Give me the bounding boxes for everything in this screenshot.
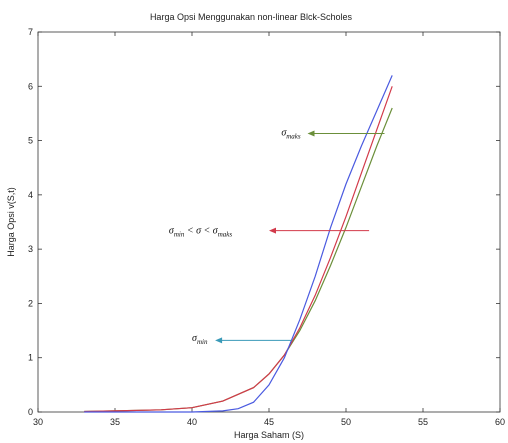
y-tick-label: 2 — [28, 298, 33, 308]
y-axis-label: Harga Opsi v(S,t) — [6, 187, 16, 257]
y-tick-label: 1 — [28, 353, 33, 363]
annotation-sigma-max: σmaks — [281, 127, 385, 140]
y-tick-label: 4 — [28, 190, 33, 200]
annotation-arrow-head — [269, 227, 276, 234]
annotation-label: σmaks — [281, 127, 301, 140]
x-tick-label: 40 — [187, 417, 197, 427]
x-tick-label: 50 — [341, 417, 351, 427]
x-tick-label: 60 — [495, 417, 505, 427]
annotation-sigma-min: σmin — [192, 333, 293, 346]
series-line-2 — [84, 86, 393, 413]
annotation-label: σmin — [192, 333, 208, 346]
series-layer — [84, 75, 393, 413]
x-tick-label: 45 — [264, 417, 274, 427]
annotation-label: σmin < σ < σmaks — [169, 226, 232, 239]
annotation-arrow-head — [215, 337, 223, 344]
y-axis: 0 1 2 3 4 5 6 7 — [28, 27, 500, 417]
y-tick-label: 6 — [28, 81, 33, 91]
annotation-arrow-head — [307, 130, 315, 137]
x-axis: 30 35 40 45 50 55 60 — [33, 32, 505, 427]
x-axis-label: Harga Saham (S) — [234, 430, 304, 440]
y-tick-label: 5 — [28, 136, 33, 146]
y-tick-label: 3 — [28, 244, 33, 254]
annotations: σmaks σmin < σ < σmaks σmin — [169, 127, 385, 346]
x-tick-label: 35 — [110, 417, 120, 427]
x-tick-label: 55 — [418, 417, 428, 427]
x-tick-label: 30 — [33, 417, 43, 427]
annotation-sigma-between: σmin < σ < σmaks — [169, 226, 370, 239]
plot-area — [37, 31, 501, 413]
y-tick-label: 0 — [28, 407, 33, 417]
chart-title: Harga Opsi Menggunakan non-linear Blck-S… — [150, 12, 353, 22]
series-line-3 — [84, 75, 393, 413]
y-tick-label: 7 — [28, 27, 33, 37]
